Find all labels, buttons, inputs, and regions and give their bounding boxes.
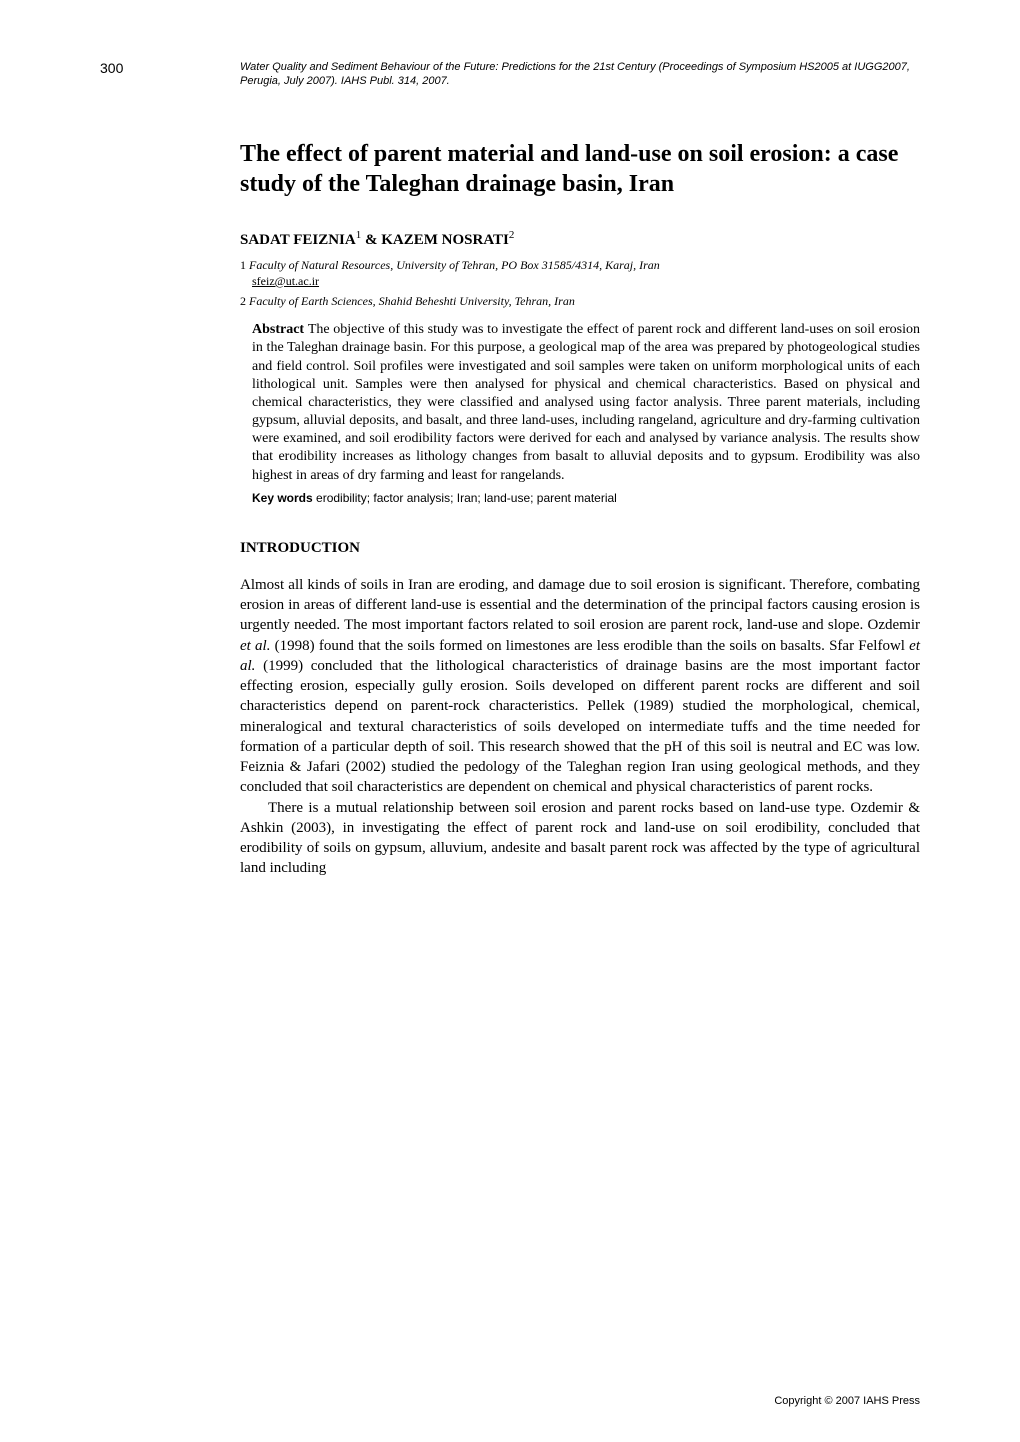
affiliation-1-num: 1	[240, 258, 249, 272]
affiliation-1-text: Faculty of Natural Resources, University…	[249, 258, 660, 272]
body-p1-b: et al.	[240, 638, 270, 654]
authors-amp: &	[361, 232, 381, 248]
body-p1-a: Almost all kinds of soils in Iran are er…	[240, 577, 920, 634]
abstract-text: The objective of this study was to inves…	[252, 322, 920, 483]
author-2-sup: 2	[509, 229, 515, 241]
paper-title: The effect of parent material and land-u…	[240, 139, 920, 199]
affiliation-2: 2 Faculty of Earth Sciences, Shahid Behe…	[240, 293, 920, 309]
affiliation-1: 1 Faculty of Natural Resources, Universi…	[240, 257, 920, 289]
header-citation: Water Quality and Sediment Behaviour of …	[240, 60, 920, 89]
keywords-text: erodibility; factor analysis; Iran; land…	[316, 491, 617, 505]
abstract-block: Abstract The objective of this study was…	[252, 321, 920, 505]
abstract-label: Abstract	[252, 322, 308, 337]
body-paragraph-2: There is a mutual relationship between s…	[240, 798, 920, 879]
affiliation-2-num: 2	[240, 294, 249, 308]
affiliation-2-text: Faculty of Earth Sciences, Shahid Behesh…	[249, 294, 575, 308]
authors-line: SADAT FEIZNIA1 & KAZEM NOSRATI2	[240, 229, 920, 249]
author-2-name: KAZEM NOSRATI	[381, 232, 509, 248]
body-p1-c: (1998) found that the soils formed on li…	[270, 638, 909, 654]
keywords-label: Key words	[252, 491, 316, 505]
keywords-line: Key words erodibility; factor analysis; …	[252, 491, 920, 505]
affiliation-1-email: sfeiz@ut.ac.ir	[252, 274, 319, 288]
body-paragraph-1: Almost all kinds of soils in Iran are er…	[240, 575, 920, 798]
author-1-name: SADAT FEIZNIA	[240, 232, 356, 248]
abstract-paragraph: Abstract The objective of this study was…	[252, 321, 920, 485]
copyright-line: Copyright © 2007 IAHS Press	[774, 1395, 920, 1407]
section-heading-introduction: INTRODUCTION	[240, 540, 920, 557]
body-p1-e: (1999) concluded that the lithological c…	[240, 658, 920, 796]
page-number: 300	[100, 60, 123, 76]
body-text: Almost all kinds of soils in Iran are er…	[240, 575, 920, 879]
